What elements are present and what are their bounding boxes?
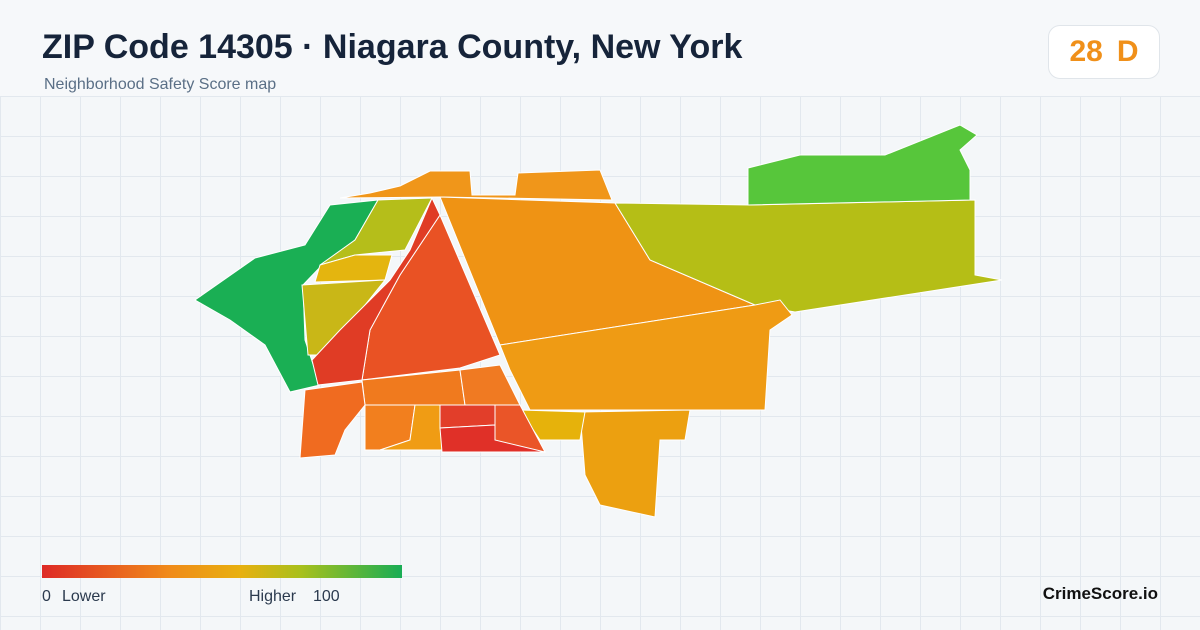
area [299, 381, 366, 459]
area [311, 196, 441, 386]
legend-max: 100 [313, 588, 340, 605]
grade: D [1116, 35, 1139, 68]
area [194, 199, 379, 393]
title: ZIP Code 14305 · Niagara County, New Yor… [42, 28, 743, 66]
header [0, 0, 1200, 96]
area [439, 404, 496, 429]
legend-bar [42, 565, 402, 578]
area [314, 254, 393, 283]
score: 28 [1069, 35, 1103, 68]
area [339, 169, 613, 201]
area [494, 404, 546, 453]
area [579, 409, 691, 518]
legend-min-label: Lower [62, 588, 106, 605]
brand: CrimeScore.io [1042, 584, 1158, 603]
area [747, 124, 978, 206]
area [379, 404, 443, 451]
legend-min: 0 [42, 588, 51, 605]
score-badge: 28 D [1048, 25, 1160, 79]
legend-max-label: Higher [249, 588, 297, 605]
area [499, 299, 793, 411]
subtitle: Neighborhood Safety Score map [44, 76, 277, 93]
